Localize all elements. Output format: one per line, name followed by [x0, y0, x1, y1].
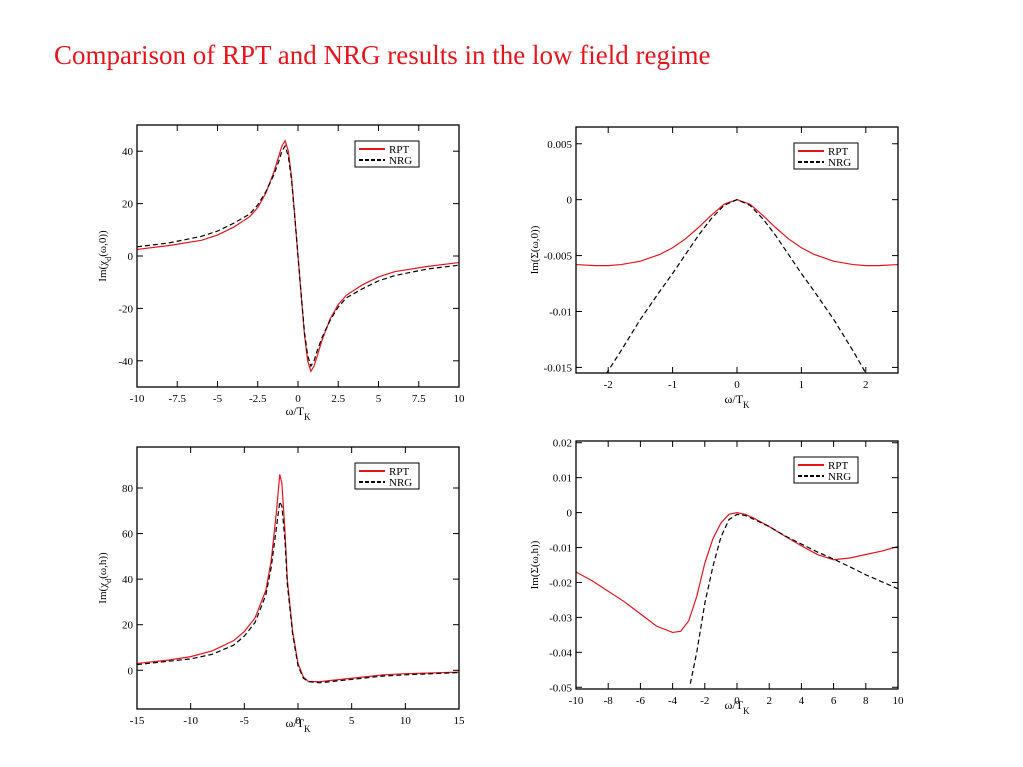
x-tick-label: -2.5	[249, 393, 267, 405]
legend-box	[793, 142, 859, 170]
y-tick-label: 40	[122, 574, 134, 586]
y-tick-label: -0.05	[549, 682, 572, 694]
x-tick-label: -7.5	[169, 393, 187, 405]
y-tick-label: 0	[128, 251, 134, 263]
y-tick-label: 60	[122, 529, 134, 541]
chart-sigma-omega-0: -2 -1 0 1 2 0.005 0 -0.005 -0.01 -0.015 ω/TK Im(Σ(ω…	[529, 126, 899, 410]
x-axis-label: ω/TK	[724, 392, 750, 410]
legend-label-rpt: RPT	[389, 144, 409, 156]
series-line-rpt	[576, 511, 898, 634]
legend-label-nrg: NRG	[389, 155, 412, 167]
y-tick-label: 0	[567, 508, 573, 520]
y-axis-label: Im(Σ(ω,h))	[529, 540, 541, 589]
x-tick-label: 15	[454, 715, 466, 727]
x-tick-label: -15	[130, 715, 145, 727]
y-axis-label: Im(χd(ω,0))	[97, 230, 113, 282]
chart-sigma-omega-h: -10 -8 -6 -4 -2 0 2 4 6 8 10 0.02 0.01 0 -0.01 -0.02 -0.…	[529, 438, 905, 716]
legend-box	[354, 462, 420, 490]
x-tick-label: 4	[799, 695, 805, 707]
series-line-rpt	[576, 199, 898, 267]
legend-box	[354, 140, 420, 168]
x-tick-label: 1	[799, 379, 805, 391]
series-line-nrg	[606, 199, 867, 373]
x-tick-label: -6	[636, 695, 646, 707]
series-line-nrg	[137, 499, 459, 684]
x-tick-label: -4	[668, 695, 678, 707]
y-tick-label: -0.01	[549, 307, 572, 319]
x-tick-label: 2.5	[331, 393, 345, 405]
y-tick-label: -0.03	[549, 612, 572, 624]
x-tick-label: -10	[183, 715, 198, 727]
legend-label-nrg: NRG	[828, 471, 851, 483]
x-tick-label: -1	[668, 379, 677, 391]
y-tick-label: 40	[122, 146, 134, 158]
x-tick-label: 5	[376, 393, 382, 405]
y-tick-label: 80	[122, 483, 134, 495]
x-tick-label: 6	[831, 695, 837, 707]
y-axis-label: Im(Σ(ω,0))	[529, 225, 541, 274]
series-line-rpt	[137, 474, 459, 683]
x-tick-label: -10	[569, 695, 584, 707]
x-tick-label: 0	[295, 715, 301, 727]
legend-box	[793, 456, 859, 484]
series-line-nrg	[689, 513, 898, 684]
x-axis-label: ω/TK	[285, 716, 311, 734]
legend-label-nrg: NRG	[389, 477, 412, 489]
x-tick-label: 0	[734, 695, 740, 707]
legend-label-rpt: RPT	[828, 460, 848, 472]
x-tick-label: 0	[734, 379, 740, 391]
legend-label-nrg: NRG	[828, 157, 851, 169]
y-tick-label: -0.015	[544, 362, 573, 374]
y-tick-label: 0	[128, 665, 134, 677]
chart-chi-omega-0: -10 -7.5 -5 -2.5 0 2.5 5 7.5 10 -40 -20 0 20 40 ω/TK Im…	[97, 124, 466, 422]
x-tick-label: -2	[700, 695, 709, 707]
y-tick-label: -0.02	[549, 577, 572, 589]
x-tick-label: -2	[604, 379, 613, 391]
y-tick-label: 0.01	[553, 473, 572, 485]
x-tick-label: 5	[349, 715, 355, 727]
legend-label-rpt: RPT	[389, 466, 409, 478]
x-tick-label: 2	[863, 379, 869, 391]
slide-title: Comparison of RPT and NRG results in the…	[54, 40, 711, 70]
chart-chi-omega-h: -15 -10 -5 0 5 10 15 0 20 40 60 80 ω/TK Im(χd(ω,h)) RP…	[97, 446, 466, 734]
legend-label-rpt: RPT	[828, 146, 848, 158]
y-tick-label: -40	[118, 356, 133, 368]
y-tick-label: 0.005	[547, 139, 572, 151]
x-tick-label: 2	[766, 695, 772, 707]
x-tick-label: -10	[130, 393, 145, 405]
x-tick-label: 8	[863, 695, 869, 707]
x-tick-label: 7.5	[412, 393, 426, 405]
x-tick-label: 0	[295, 393, 301, 405]
y-tick-label: 0	[567, 195, 573, 207]
x-tick-label: 10	[400, 715, 412, 727]
y-tick-label: -0.01	[549, 543, 572, 555]
y-tick-label: 20	[122, 199, 134, 211]
x-axis-label: ω/TK	[285, 404, 311, 422]
y-tick-label: -0.04	[549, 647, 572, 659]
x-tick-label: -5	[240, 715, 250, 727]
x-tick-label: -8	[604, 695, 614, 707]
x-axis-label: ω/TK	[724, 698, 750, 716]
y-tick-label: -20	[118, 303, 133, 315]
series-line-nrg	[137, 144, 459, 368]
x-tick-label: 10	[893, 695, 905, 707]
y-axis-label: Im(χd(ω,h))	[97, 552, 113, 604]
y-tick-label: 0.02	[553, 438, 572, 450]
x-tick-label: 10	[454, 393, 466, 405]
x-tick-label: -5	[213, 393, 223, 405]
y-tick-label: 20	[122, 620, 134, 632]
y-tick-label: -0.005	[544, 251, 573, 263]
